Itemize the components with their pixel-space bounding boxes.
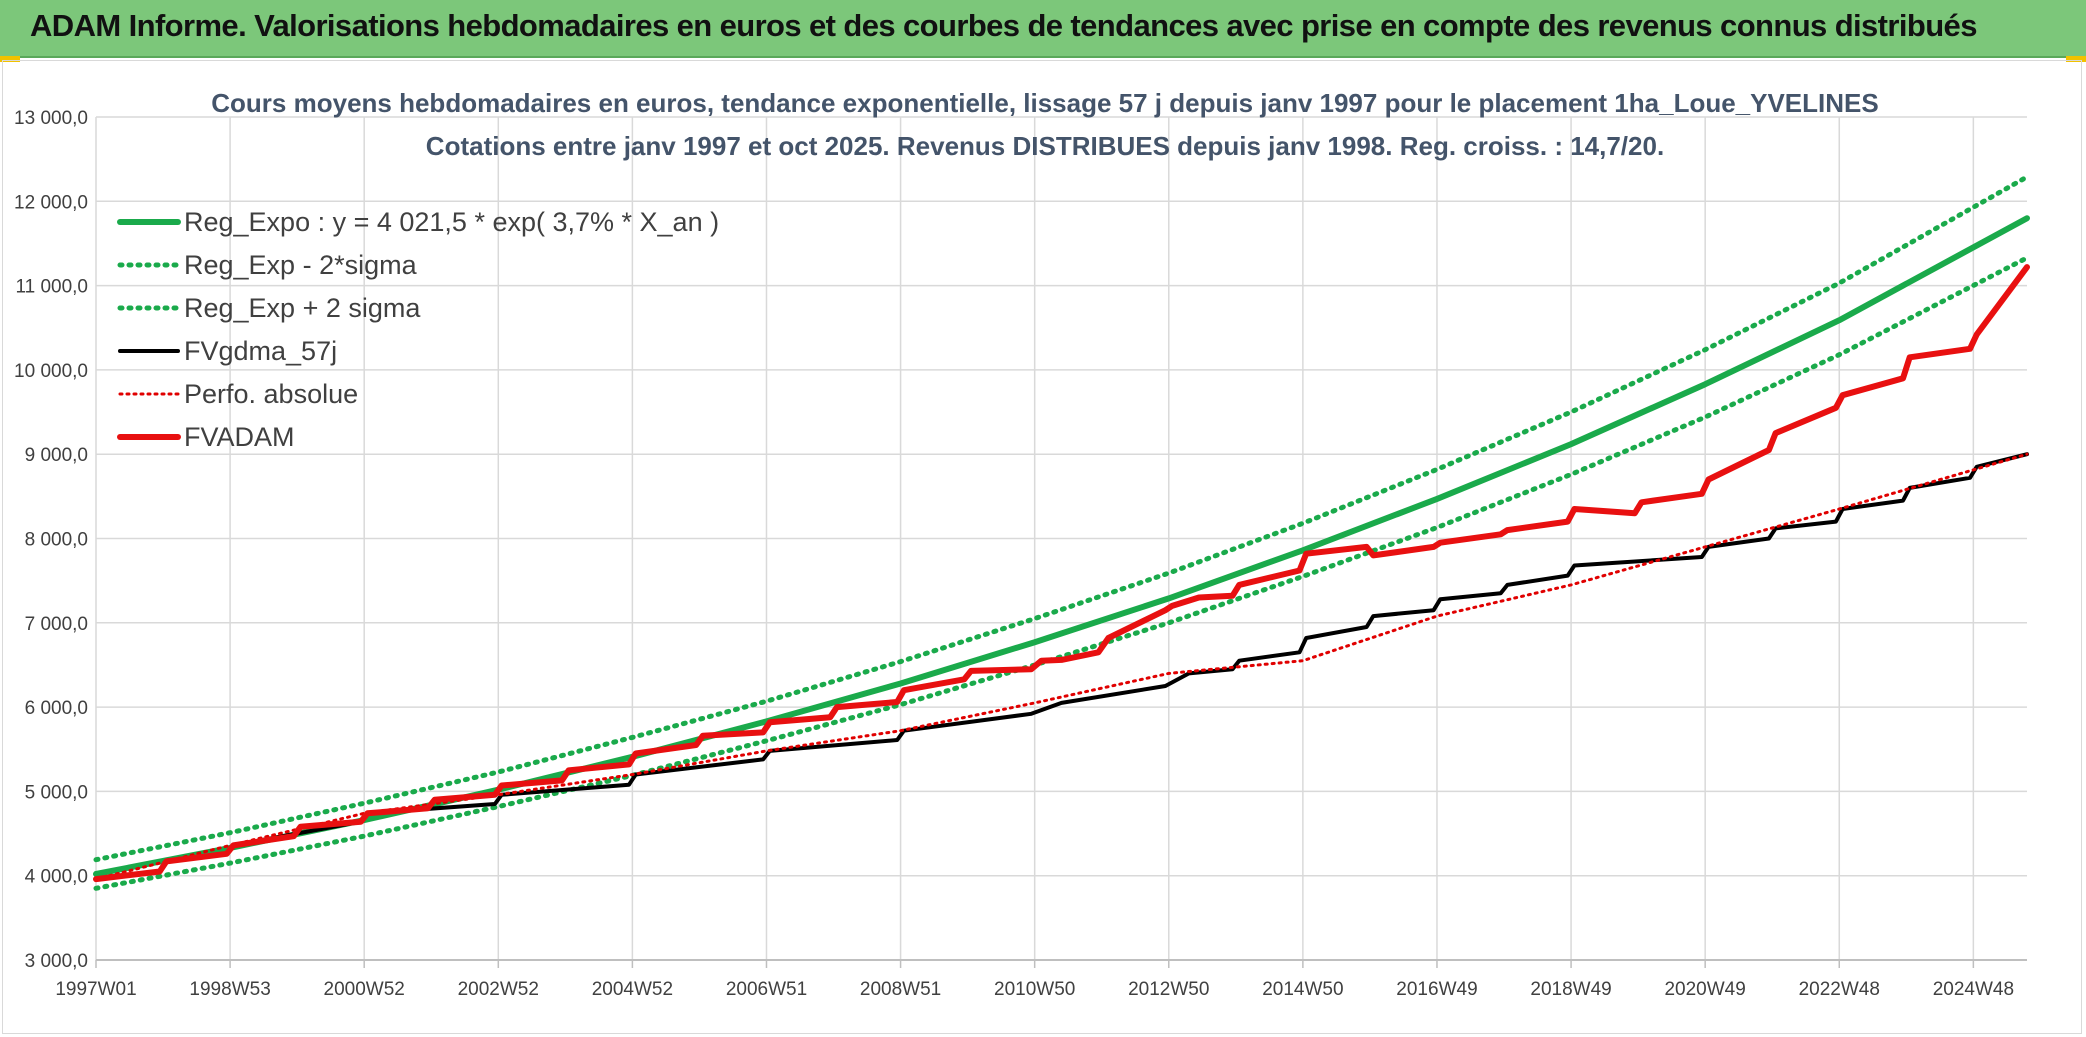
x-tick-label: 2012W50 — [1128, 979, 1209, 1000]
axes: 3 000,0 4 000,0 5 000,0 6 000,0 7 000,0 8 000… — [14, 108, 2027, 1000]
x-tick-label: 2006W51 — [726, 979, 807, 1000]
x-tick-label: 2018W49 — [1530, 979, 1611, 1000]
chart-frame — [2, 60, 2082, 1034]
y-tick-label: 5 000,0 — [25, 782, 88, 803]
x-tick-label: 2008W51 — [860, 979, 941, 1000]
y-tick-label: 13 000,0 — [14, 108, 88, 129]
legend: Reg_Expo : y = 4 021,5 * exp( 3,7% * X_a… — [117, 207, 719, 452]
y-tick-label: 6 000,0 — [25, 698, 88, 719]
corner-marker — [2066, 56, 2086, 62]
y-tick-label: 11 000,0 — [15, 277, 88, 298]
chart-title: Cours moyens hebdomadaires en euros, ten… — [211, 88, 1878, 118]
x-tick-label: 1998W53 — [189, 979, 270, 1000]
legend-label: FVADAM — [184, 422, 295, 452]
grid — [95, 116, 2027, 961]
series-line-reg-exp-2-sigma — [93, 174, 2030, 863]
x-tick-label: 2014W50 — [1262, 979, 1343, 1000]
y-tick-label: 10 000,0 — [14, 361, 88, 382]
series-line-fvgdma-57j — [94, 452, 2029, 882]
y-tick-label: 8 000,0 — [25, 530, 88, 551]
x-tick-label: 2000W52 — [324, 979, 405, 1000]
series-line-reg-exp-2-sigma — [93, 255, 2030, 891]
chart-subtitle: Cotations entre janv 1997 et oct 2025. R… — [426, 131, 1664, 161]
x-tick-label: 2022W48 — [1799, 979, 1880, 1000]
y-tick-label: 9 000,0 — [25, 445, 88, 466]
y-tick-label: 3 000,0 — [25, 951, 88, 972]
x-tick-label: 2020W49 — [1664, 979, 1745, 1000]
series-layer — [93, 174, 2030, 891]
y-tick-label: 7 000,0 — [25, 614, 88, 635]
y-tick-label: 4 000,0 — [25, 867, 88, 888]
x-tick-label: 2024W48 — [1933, 979, 2014, 1000]
corner-marker — [0, 56, 20, 62]
x-tick-label: 2002W52 — [458, 979, 539, 1000]
series-line-fvadam — [93, 264, 2030, 883]
legend-label: Reg_Expo : y = 4 021,5 * exp( 3,7% * X_a… — [184, 207, 719, 237]
legend-label: Reg_Exp - 2*sigma — [184, 250, 418, 280]
x-tick-label: 2010W50 — [994, 979, 1075, 1000]
legend-label: Perfo. absolue — [184, 379, 358, 409]
header-banner: ADAM Informe. Valorisations hebdomadaire… — [0, 0, 2086, 58]
x-tick-label: 1997W01 — [55, 979, 136, 1000]
page-title: ADAM Informe. Valorisations hebdomadaire… — [30, 8, 1977, 43]
x-tick-label: 2016W49 — [1396, 979, 1477, 1000]
legend-label: FVgdma_57j — [184, 336, 337, 366]
x-tick-label: 2004W52 — [592, 979, 673, 1000]
y-tick-label: 12 000,0 — [14, 192, 88, 213]
legend-label: Reg_Exp + 2 sigma — [184, 293, 421, 323]
